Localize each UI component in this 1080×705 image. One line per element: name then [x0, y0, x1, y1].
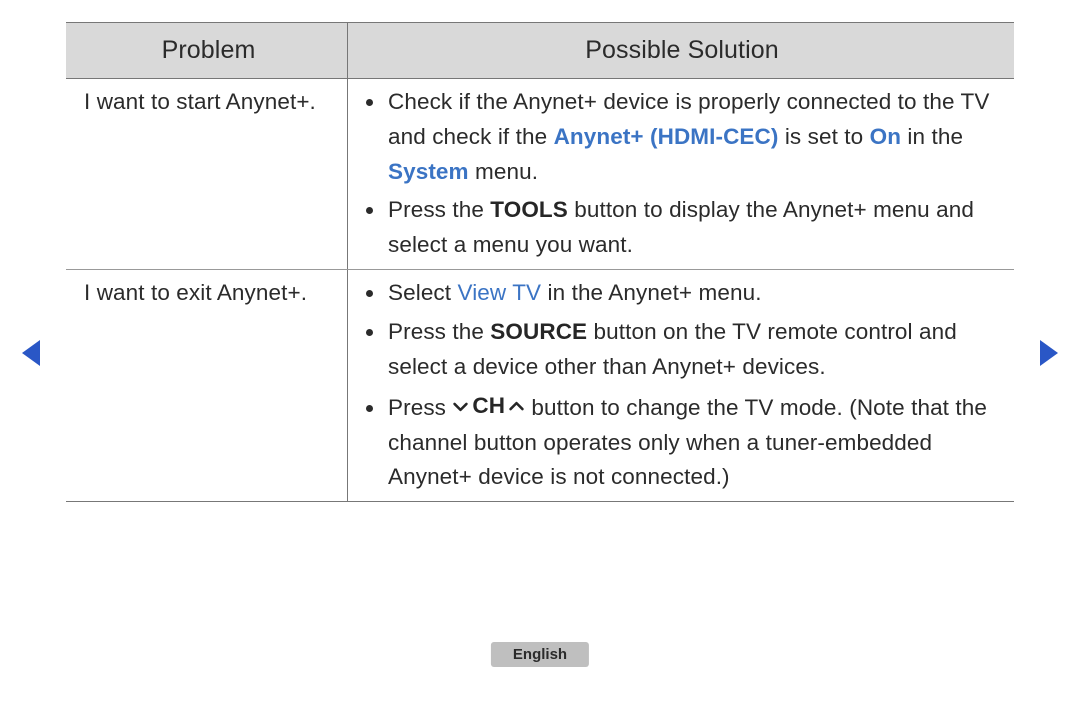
- table-header-row: Problem Possible Solution: [66, 23, 1014, 79]
- button-name: SOURCE: [490, 319, 587, 344]
- solution-item: Select View TV in the Anynet+ menu.: [386, 276, 1000, 311]
- solution-cell: Check if the Anynet+ device is properly …: [348, 79, 1014, 269]
- table-row: I want to start Anynet+. Check if the An…: [66, 79, 1014, 269]
- highlight-text: View TV: [458, 280, 542, 305]
- problem-cell: I want to start Anynet+.: [66, 79, 348, 269]
- problem-cell: I want to exit Anynet+.: [66, 270, 348, 501]
- solution-item: Press the SOURCE button on the TV remote…: [386, 315, 1000, 385]
- language-indicator: English: [491, 642, 589, 667]
- manual-page: Problem Possible Solution I want to star…: [0, 0, 1080, 705]
- table-row: I want to exit Anynet+. Select View TV i…: [66, 269, 1014, 501]
- solution-list: Check if the Anynet+ device is properly …: [364, 85, 1000, 263]
- button-name: TOOLS: [490, 197, 568, 222]
- solution-item: Press the TOOLS button to display the An…: [386, 193, 1000, 263]
- prev-page-arrow[interactable]: [22, 340, 40, 366]
- header-problem: Problem: [66, 23, 348, 78]
- solution-item: Press CH button to change the TV mode. (…: [386, 389, 1000, 496]
- highlight-text: On: [870, 124, 901, 149]
- highlight-text: System: [388, 159, 469, 184]
- solution-item: Check if the Anynet+ device is properly …: [386, 85, 1000, 190]
- header-solution: Possible Solution: [348, 23, 1014, 78]
- solution-cell: Select View TV in the Anynet+ menu. Pres…: [348, 270, 1014, 501]
- channel-button-icon: CH: [452, 389, 525, 424]
- next-page-arrow[interactable]: [1040, 340, 1058, 366]
- solution-list: Select View TV in the Anynet+ menu. Pres…: [364, 276, 1000, 495]
- highlight-text: Anynet+ (HDMI-CEC): [554, 124, 779, 149]
- troubleshooting-table: Problem Possible Solution I want to star…: [66, 22, 1014, 502]
